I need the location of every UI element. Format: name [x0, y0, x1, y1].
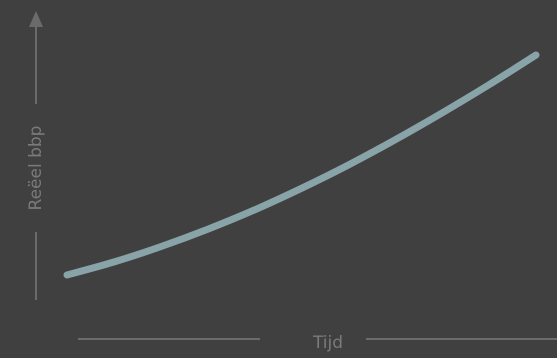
series-line	[63, 51, 540, 279]
y-axis-arrow-icon	[29, 11, 43, 27]
x-axis-label: Tijd	[312, 333, 343, 353]
y-axis-label: Reëel bbp	[26, 126, 46, 211]
